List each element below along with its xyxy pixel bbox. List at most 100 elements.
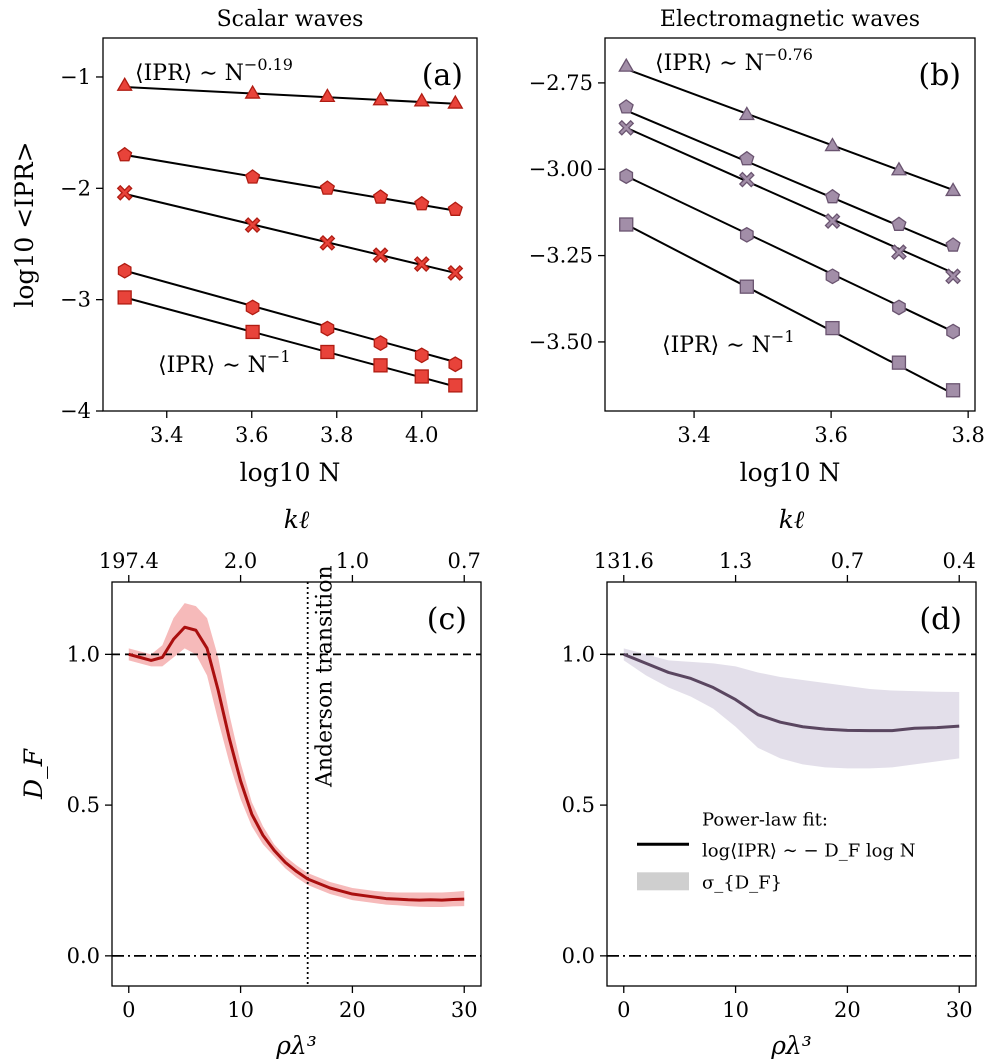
pentagon-fit-line	[124, 153, 456, 212]
y-tick-label: −3.50	[529, 330, 593, 354]
y-tick-label: −4	[60, 399, 91, 423]
triangle-marker	[945, 182, 962, 197]
pentagon-marker	[414, 195, 430, 211]
cross-marker	[945, 268, 961, 285]
x-axis-title: ρλ³	[770, 1031, 812, 1059]
anderson-transition-label: Anderson transition	[313, 565, 338, 788]
x-axis-title: ρλ³	[275, 1031, 317, 1059]
top-axis-title: kℓ	[779, 505, 805, 534]
top-tick-label: 197.4	[99, 549, 159, 573]
square-marker	[373, 358, 388, 373]
y-tick-label: −1	[60, 65, 91, 89]
cross-marker	[447, 265, 464, 281]
x-tick-label: 3.4	[150, 423, 183, 447]
panel-label: (c)	[427, 602, 467, 637]
y-tick-label: 1.0	[562, 642, 595, 666]
x-tick-label: 3.6	[235, 423, 268, 447]
panel-label: (d)	[919, 602, 962, 637]
y-axis-title: log10 <IPR>	[10, 141, 39, 307]
legend-sublabel: log⟨IPR⟩ ∼ − D_F log N	[702, 840, 916, 861]
square-marker	[117, 290, 132, 305]
cross-fit-line	[124, 192, 456, 274]
pentagon-marker	[945, 237, 961, 252]
y-tick-label: −2	[60, 176, 91, 200]
legend: Power-law fit: log⟨IPR⟩ ∼ − D_F log N σ_{D…	[637, 809, 916, 893]
square-marker	[891, 355, 907, 370]
panel-d: 0 10 20 30 0.0 0.5 1.0 131.6 1.3 0.7 0.4 kℓ ρλ³ (d) Po…	[562, 505, 977, 1059]
pentagon-marker	[824, 188, 841, 204]
y-tick-label: −2.75	[529, 71, 593, 95]
triangle-marker	[244, 84, 261, 99]
triangle-marker	[372, 91, 389, 106]
panel-c: Anderson transition 0 10 20 30 0.0 0.5 1.0 197.4…	[19, 505, 482, 1059]
hexagon-marker	[320, 320, 335, 337]
panel-title: Scalar waves	[217, 7, 364, 32]
y-tick-label: 1.0	[67, 642, 100, 666]
pentagon-marker	[739, 150, 755, 166]
square-marker	[739, 279, 754, 294]
plot-frame	[606, 581, 977, 987]
pentagon-marker	[244, 169, 261, 184]
pentagon-marker	[891, 216, 907, 231]
pentagon-marker	[319, 180, 336, 195]
legend-label: σ_{D_F}	[702, 872, 782, 893]
triangle-marker	[447, 94, 464, 109]
hexagon-marker	[414, 347, 429, 364]
plot-frame	[102, 37, 478, 412]
x-axis-title: log10 N	[240, 458, 341, 487]
plot-area	[112, 582, 481, 986]
panel-label: (a)	[422, 58, 463, 93]
top-tick-label: 0.7	[831, 549, 864, 573]
pentagon-marker	[618, 99, 634, 114]
square-marker	[448, 378, 463, 393]
hexagon-marker	[448, 356, 463, 373]
triangle-marker	[116, 76, 133, 91]
cross-marker	[319, 234, 336, 251]
pentagon-marker	[372, 189, 389, 204]
triangle-marker	[413, 92, 430, 107]
hexagon-marker	[739, 226, 754, 243]
triangle-fit-line	[124, 85, 456, 105]
y-tick-label: 0.5	[67, 793, 100, 817]
hexagon-marker	[892, 299, 906, 316]
cross-marker	[618, 119, 635, 136]
square-fit-line	[124, 296, 456, 388]
x-tick-label: 30	[451, 998, 478, 1022]
square-marker	[245, 324, 260, 340]
x-tick-label: 0	[122, 998, 135, 1022]
hexagon-marker	[373, 335, 388, 352]
x-tick-label: 4.0	[405, 423, 438, 447]
top-axis-title: kℓ	[284, 505, 310, 534]
y-tick-label: 0.5	[562, 793, 595, 817]
hexagon-marker	[825, 268, 840, 285]
annotation: ⟨IPR⟩ ∼ N−0.76	[655, 45, 813, 76]
x-tick-label: 30	[946, 998, 973, 1022]
x-tick-label: 20	[339, 998, 366, 1022]
triangle-marker	[738, 106, 755, 121]
df-curve	[623, 652, 960, 733]
top-tick-label: 2.0	[224, 549, 257, 573]
panel-b: 3.4 3.6 3.8 −3.50 −3.25 −3.00 −2.75 Electromagn…	[529, 7, 985, 487]
y-axis-title: D_F	[19, 747, 48, 800]
triangle-marker	[618, 57, 635, 72]
x-tick-label: 3.4	[677, 423, 710, 447]
hexagon-fit-line	[124, 269, 456, 363]
y-tick-label: 0.0	[67, 944, 100, 968]
plot-frame	[111, 581, 482, 987]
triangle-marker	[824, 137, 841, 152]
cross-marker	[413, 256, 430, 272]
cross-marker	[824, 213, 841, 229]
pentagon-marker	[117, 146, 133, 162]
x-tick-label: 10	[722, 998, 749, 1022]
cross-marker	[372, 247, 389, 264]
sigma-band	[128, 603, 465, 908]
plot-frame	[604, 37, 976, 412]
hexagon-marker	[946, 323, 960, 340]
square-marker	[320, 344, 335, 360]
y-tick-label: −3.25	[529, 244, 593, 268]
square-marker	[414, 369, 429, 384]
hexagon-marker	[245, 299, 260, 316]
legend-band-swatch	[637, 872, 689, 891]
x-axis-title: log10 N	[740, 458, 841, 487]
